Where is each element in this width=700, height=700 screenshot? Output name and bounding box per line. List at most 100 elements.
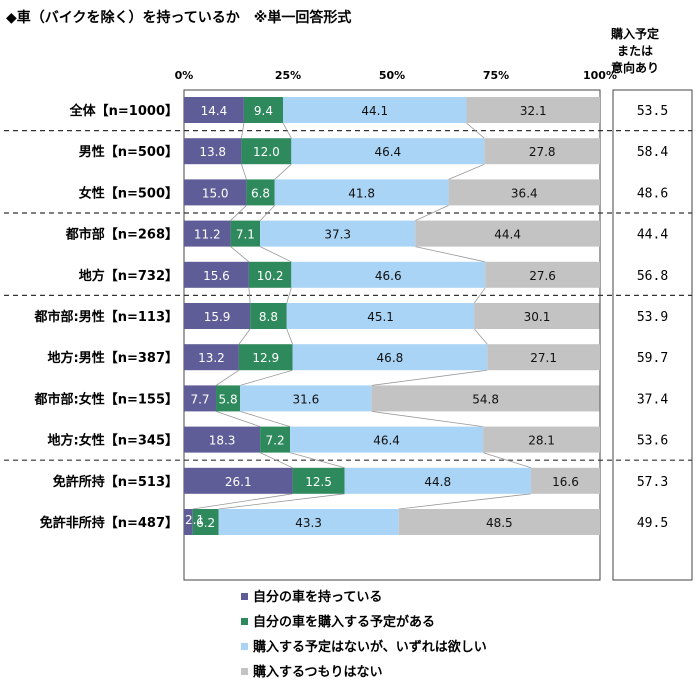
connector-line — [259, 246, 292, 263]
bar-segment — [230, 220, 261, 247]
bar-segment — [474, 303, 600, 329]
legend-label: 自分の車を購入する予定がある — [253, 614, 435, 630]
bar-segment — [184, 179, 247, 206]
category-label: 全体【n=1000】 — [69, 103, 178, 119]
bar-value-label: 46.8 — [377, 351, 404, 365]
legend-swatch — [241, 593, 248, 600]
bar-segment — [184, 509, 193, 535]
bar-segment — [248, 261, 292, 288]
connector-line — [259, 452, 293, 469]
bar-segment — [274, 179, 449, 206]
bar-value-label: 11.2 — [194, 228, 221, 242]
bar-segment — [243, 97, 284, 123]
bar-segment — [344, 467, 531, 494]
connector-line — [240, 369, 293, 386]
side-value: 57.3 — [637, 475, 668, 490]
bar-value-label: 41.8 — [348, 186, 375, 200]
bar-segment — [398, 509, 600, 535]
connector-line — [215, 411, 261, 427]
connector-line — [238, 328, 251, 345]
bar-value-label: 46.4 — [373, 434, 400, 448]
connector-line — [474, 328, 488, 345]
side-header-line-3: 意向あり — [611, 60, 659, 75]
bar-segment — [184, 426, 261, 453]
connector-line — [230, 205, 247, 221]
bar-segment — [415, 220, 600, 247]
bar-segment — [192, 509, 219, 535]
bar-segment — [448, 179, 600, 206]
category-label: 地方:女性【n=345】 — [48, 433, 178, 449]
bar-segment — [371, 385, 600, 412]
category-label: 都市部:男性【n=113】 — [34, 309, 178, 325]
connector-line — [474, 287, 486, 304]
bar-value-label: 44.4 — [494, 228, 521, 242]
bar-segment — [487, 344, 600, 371]
bar-value-label: 13.2 — [198, 351, 225, 365]
bar-value-label: 10.2 — [257, 269, 284, 283]
bar-segment — [184, 344, 239, 371]
legend-swatch — [241, 668, 248, 675]
bar-value-label: 45.1 — [367, 310, 394, 324]
chart-title: ◆車（バイクを除く）を持っているか ※単一回答形式 — [6, 9, 351, 26]
side-header-line-2: または — [617, 44, 653, 58]
bar-value-label: 9.4 — [254, 104, 273, 118]
bar-segment — [292, 467, 345, 494]
bar-segment — [250, 303, 287, 329]
bar-segment — [240, 385, 372, 412]
x-tick-label: 75% — [483, 69, 509, 82]
bar-segment — [286, 303, 475, 329]
connector-line — [241, 122, 245, 139]
bar-value-label: 48.5 — [486, 516, 513, 530]
bar-segment — [291, 138, 485, 165]
bar-segment — [260, 426, 291, 453]
side-header-line-1: 購入予定 — [610, 26, 659, 41]
legend-swatch — [241, 618, 248, 625]
category-label: 男性【n=500】 — [79, 144, 178, 160]
bar-value-label: 46.4 — [374, 145, 401, 159]
connector-line — [230, 246, 250, 263]
side-value: 59.7 — [637, 351, 668, 366]
bar-segment — [184, 138, 242, 165]
bar-value-label: 16.6 — [552, 475, 579, 489]
bar-value-label: 36.4 — [511, 186, 538, 200]
bar-segment — [184, 220, 231, 247]
bar-value-label: 15.0 — [202, 186, 229, 200]
plot-frame — [183, 89, 601, 581]
connector-line — [192, 493, 293, 510]
bar-segment — [246, 179, 275, 206]
bar-segment — [184, 261, 249, 288]
bar-value-label: 15.9 — [204, 310, 231, 324]
category-label: 地方【n=732】 — [79, 268, 178, 284]
bar-value-label: 7.1 — [236, 228, 255, 242]
bar-segment — [218, 509, 399, 535]
bar-segment — [184, 97, 244, 123]
bar-value-label: 54.8 — [472, 392, 499, 406]
bar-value-label: 28.1 — [528, 434, 555, 448]
bar-segment — [483, 426, 600, 453]
bar-value-label: 30.1 — [524, 310, 551, 324]
bar-value-label: 18.3 — [209, 434, 236, 448]
side-value: 56.8 — [637, 269, 668, 284]
bar-segment — [291, 261, 486, 288]
bar-value-label: 7.7 — [190, 392, 209, 406]
bar-value-label: 14.4 — [201, 104, 228, 118]
connector-line — [248, 287, 251, 304]
bar-value-label: 8.8 — [259, 310, 278, 324]
side-value: 44.4 — [637, 228, 668, 243]
connector-line — [415, 246, 486, 263]
bar-segment — [484, 138, 600, 165]
bar-value-label: 13.8 — [199, 145, 226, 159]
bar-value-label: 43.3 — [295, 516, 322, 530]
side-value: 58.4 — [637, 145, 668, 160]
bar-value-label: 12.9 — [252, 351, 279, 365]
bar-segment — [241, 138, 292, 165]
bar-segment — [466, 97, 600, 123]
connector-line — [371, 411, 484, 427]
bar-value-label: 27.8 — [529, 145, 556, 159]
side-values-box — [612, 89, 693, 581]
bar-value-label: 15.6 — [203, 269, 230, 283]
bar-segment — [260, 220, 416, 247]
bar-value-label: 31.6 — [293, 392, 320, 406]
x-tick-label: 25% — [275, 69, 301, 82]
